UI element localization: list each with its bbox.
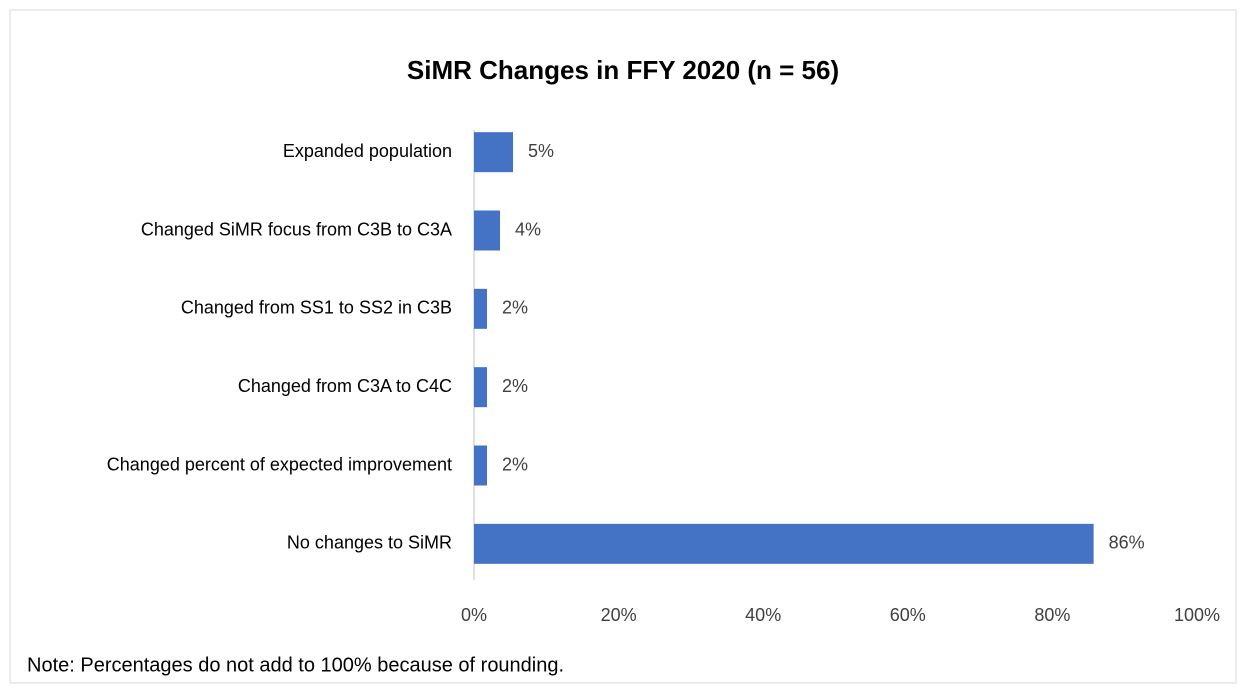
bar (474, 288, 488, 329)
y-tick-label: Changed from C3A to C4C (238, 376, 452, 396)
value-label: 5% (528, 141, 554, 161)
bar (474, 367, 488, 408)
value-label: 2% (502, 454, 528, 474)
y-tick-label: Expanded population (283, 141, 452, 161)
bar (474, 523, 1094, 564)
chart-frame (9, 9, 1237, 684)
x-tick-label: 40% (745, 605, 781, 625)
y-tick-label: No changes to SiMR (287, 533, 452, 553)
value-label: 86% (1109, 533, 1145, 553)
value-label: 2% (502, 298, 528, 318)
bar (474, 132, 514, 173)
value-label: 2% (502, 376, 528, 396)
x-tick-label: 60% (890, 605, 926, 625)
x-tick-label: 20% (601, 605, 637, 625)
x-tick-label: 100% (1174, 605, 1220, 625)
bar (474, 210, 501, 251)
y-tick-label: Changed SiMR focus from C3B to C3A (141, 219, 452, 239)
x-tick-label: 80% (1034, 605, 1070, 625)
value-label: 4% (515, 219, 541, 239)
bar (474, 445, 488, 486)
y-tick-label: Changed percent of expected improvement (107, 454, 452, 474)
chart-title: SiMR Changes in FFY 2020 (n = 56) (407, 55, 839, 85)
y-tick-label: Changed from SS1 to SS2 in C3B (181, 298, 452, 318)
note: Note: Percentages do not add to 100% bec… (27, 654, 564, 676)
x-tick-label: 0% (461, 605, 487, 625)
